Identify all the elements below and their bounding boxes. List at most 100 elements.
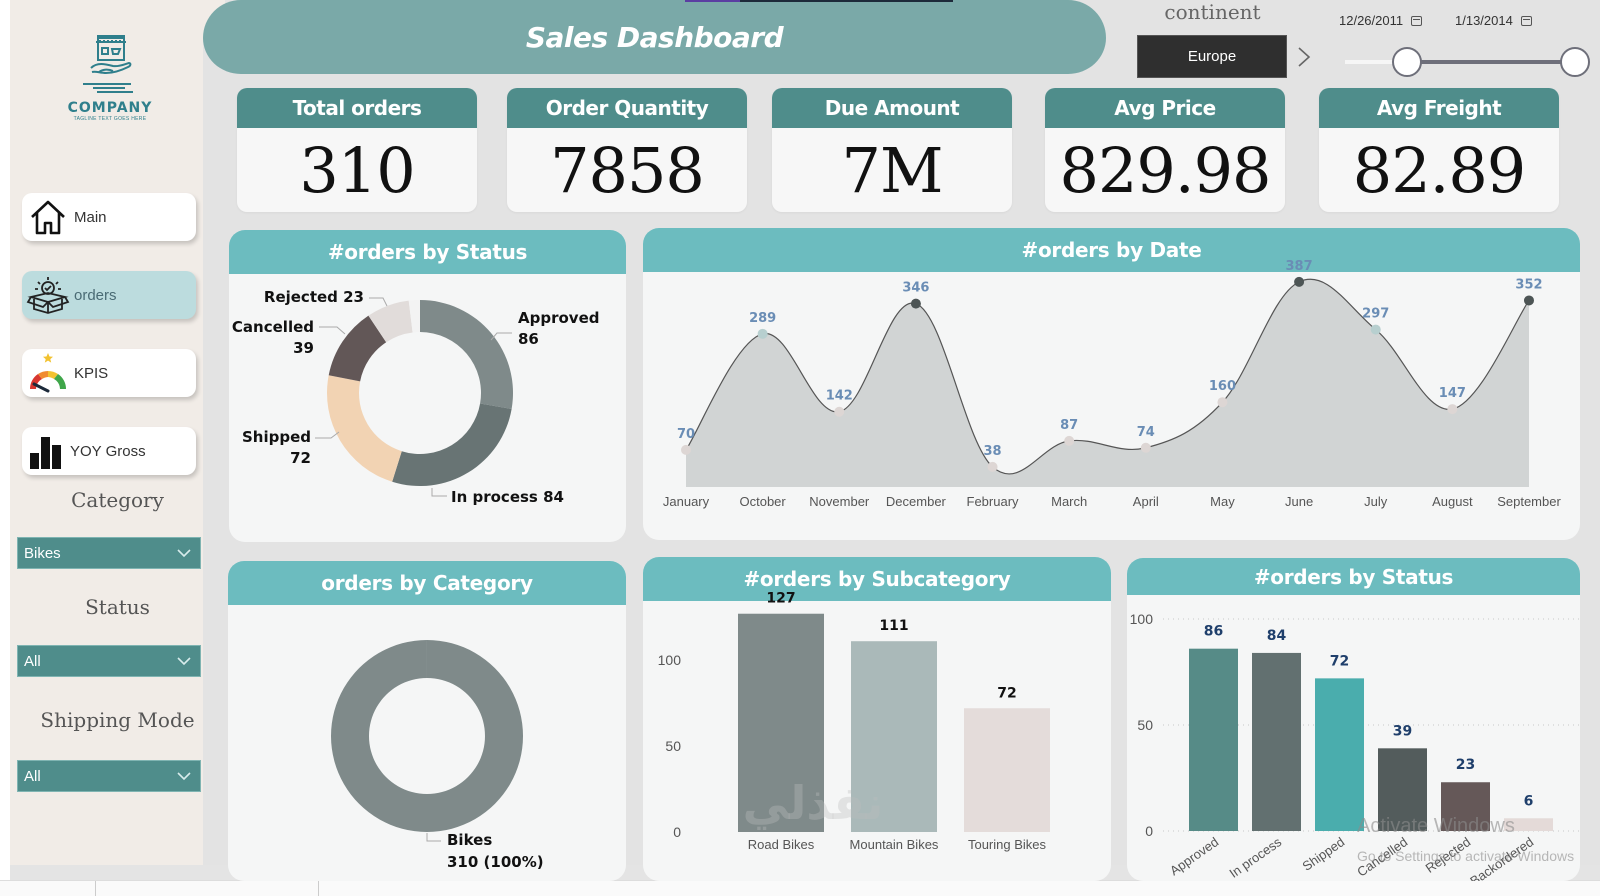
donut-data-label: Rejected 23 [264,288,364,306]
data-point-marker [1217,397,1228,408]
kpi-value: 310 [299,133,415,207]
x-axis-tick-label: Road Bikes [748,837,815,852]
nav-label: Main [74,208,107,226]
chevron-down-icon [177,549,191,558]
x-axis-tick-label: Cancelled [1354,834,1410,879]
bar-backordered [1504,818,1553,831]
bar-data-label: 23 [1456,757,1475,773]
kpi-avg-price: Avg Price 829.98 [1045,88,1285,212]
bar-data-label: 111 [879,618,908,634]
bar-data-label: 72 [997,685,1016,701]
divider [318,881,319,896]
divider [95,881,96,896]
bar-in-process [1252,652,1301,831]
nav-yoy-gross-button[interactable]: YOY Gross [22,427,196,475]
leader-line [319,326,346,335]
calendar-icon[interactable] [1520,15,1532,26]
nav-label: KPIS [74,364,109,382]
donut-slice-rejected [368,300,413,343]
x-axis-tick-label: June [1285,494,1313,509]
chevron-down-icon [177,657,191,666]
x-axis-tick-label: October [740,494,787,509]
leader-line [369,297,388,307]
storefront-hand-icon [83,35,133,93]
x-axis-tick-label: Rejected [1423,834,1474,876]
kpi-value: 7M [841,133,944,207]
bar-data-label: 6 [1524,793,1534,809]
start-date-field[interactable]: 12/26/2011 [1339,13,1423,28]
leader-line [315,431,340,439]
nav-main-button[interactable]: Main [22,193,196,241]
donut-data-label: 310 (100%) [447,853,544,871]
x-axis-tick-label: Shipped [1300,834,1348,874]
y-axis-tick-label: 50 [1137,717,1153,733]
date-slider-start-handle[interactable] [1392,47,1423,77]
donut-data-label: Approved [518,309,599,327]
date-area-chart: 70 January 289 October 142 November 346 Decembe… [663,259,1562,509]
subcategory-bar-chart: 0 50 100 127 Road Bikes 111 Mountain Bikes 72 To… [658,591,1050,852]
nav-orders-button[interactable]: orders [22,271,196,319]
calendar-icon[interactable] [1411,15,1423,26]
orders-by-category-panel: orders by Category Bikes 310 (100%) [228,561,626,881]
logo-tagline: TAGLINE TEXT GOES HERE [73,116,147,122]
donut-data-label: 86 [518,330,539,348]
category-dropdown[interactable]: Bikes [17,537,201,569]
nav-kpis-button[interactable]: KPIS [22,349,196,397]
bar-mountain-bikes [851,641,937,832]
banner-accent-line [685,0,953,2]
data-label: 147 [1439,386,1466,401]
data-point-marker [987,461,998,472]
end-date-field[interactable]: 1/13/2014 [1455,13,1532,28]
donut-data-label: 72 [290,449,311,467]
x-axis-tick-label: May [1210,494,1235,509]
donut-slice-in-process [392,403,512,487]
bar-shipped [1315,678,1364,831]
x-axis-tick-label: Approved [1167,834,1221,878]
donut-slice-cancelled [328,315,387,382]
data-label: 74 [1137,425,1155,440]
leader-line [490,332,512,341]
category-filter-title: Category [71,488,164,512]
page-tabs-bar [0,880,1600,896]
bar-data-label: 72 [1330,653,1349,669]
x-axis-tick-label: February [967,494,1020,509]
kpi-order-quantity: Order Quantity 7858 [507,88,747,212]
x-axis-tick-label: April [1133,494,1159,509]
data-point-marker [834,406,845,417]
date-slider-end-handle[interactable] [1560,47,1590,77]
x-axis-tick-label: August [1432,494,1473,509]
box-check-icon [22,273,74,317]
data-point-marker [1524,295,1534,306]
donut-slice-approved [420,300,513,409]
data-label: 346 [902,281,929,296]
x-axis-tick-label: Mountain Bikes [850,837,939,852]
kpi-value: 829.98 [1059,133,1272,207]
donut-data-label: 39 [293,339,314,357]
data-label: 38 [983,444,1001,459]
panel-title: orders by Category [228,561,626,605]
kpi-label: Avg Price [1045,88,1285,128]
kpi-label: Due Amount [772,88,1012,128]
donut-data-label: In process 84 [451,488,564,506]
category-donut-chart: Bikes 310 (100%) [331,640,544,871]
panel-title: #orders by Status [1127,558,1580,595]
data-label: 70 [677,427,695,442]
data-point-marker [757,328,768,339]
data-point-marker [681,444,691,455]
status-dropdown[interactable]: All [17,645,201,677]
bar-data-label: 84 [1267,628,1287,644]
kpi-value: 7858 [550,133,705,207]
kpi-value: 82.89 [1352,133,1527,207]
chevron-right-icon[interactable] [1294,44,1314,70]
kpi-due-amount: Due Amount 7M [772,88,1012,212]
shipping-mode-dropdown[interactable]: All [17,760,201,792]
y-axis-tick-label: 100 [1130,611,1154,627]
x-axis-tick-label: Touring Bikes [968,837,1047,852]
watermark-logo: نفذلي [743,776,884,830]
continent-value: Europe [1187,48,1237,65]
x-axis-tick-label: In process [1226,834,1284,881]
donut-data-label: Shipped [242,428,311,446]
leader-line [431,488,447,497]
continent-europe-button[interactable]: Europe [1137,35,1287,78]
x-axis-tick-label: September [1497,494,1561,509]
